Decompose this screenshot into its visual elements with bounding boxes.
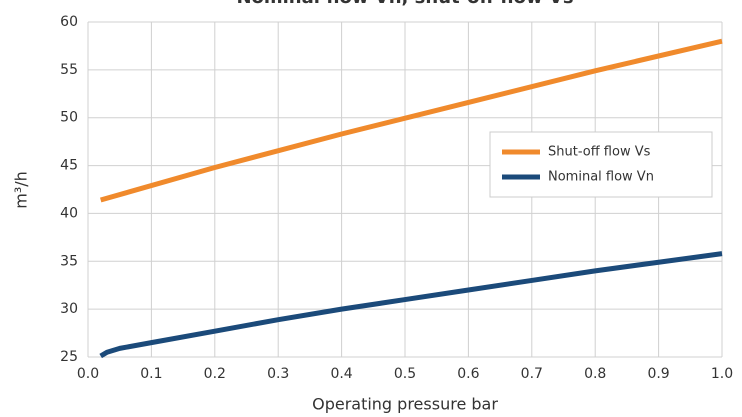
x-tick-label: 0.5 [394, 366, 416, 382]
x-tick-label: 0.0 [77, 366, 99, 382]
legend-label: Shut-off flow Vs [548, 145, 651, 160]
x-tick-label: 0.7 [521, 366, 543, 382]
x-axis-title: Operating pressure bar [312, 395, 498, 414]
legend-box [489, 131, 713, 198]
legend-label: Nominal flow Vn [548, 170, 654, 185]
x-tick-label: 0.2 [204, 366, 226, 382]
y-tick-label: 25 [60, 349, 78, 365]
x-tick-label: 0.1 [140, 366, 162, 382]
data-line [99, 251, 723, 359]
x-tick-label: 0.3 [267, 366, 289, 382]
y-tick-label: 60 [60, 14, 78, 30]
y-tick-label: 50 [60, 110, 78, 126]
y-tick-label: 40 [60, 205, 78, 221]
chart-title: Nominal flow Vn, shut-off flow Vs [236, 0, 573, 8]
y-tick-label: 35 [60, 253, 78, 269]
x-tick-label: 0.6 [457, 366, 479, 382]
y-tick-label: 45 [60, 158, 78, 174]
data-line [99, 38, 723, 203]
y-axis-title: m³/h [12, 171, 31, 209]
y-tick-label: 30 [60, 301, 78, 317]
y-tick-label: 55 [60, 62, 78, 78]
x-tick-label: 0.9 [647, 366, 669, 382]
x-tick-label: 1.0 [711, 366, 733, 382]
x-tick-label: 0.4 [330, 366, 352, 382]
x-tick-label: 0.8 [584, 366, 606, 382]
